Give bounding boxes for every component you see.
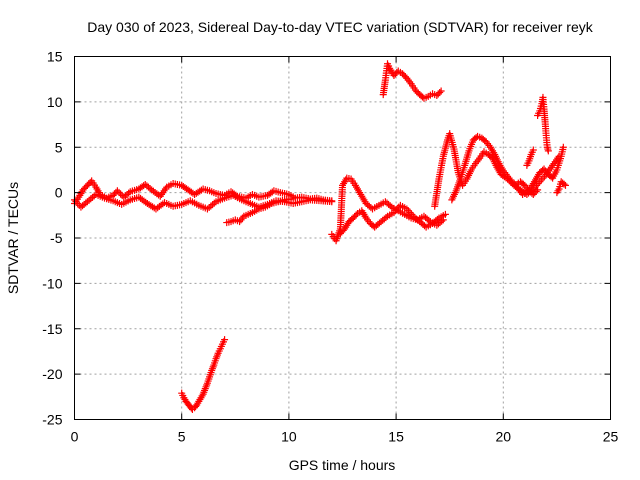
x-tick-label: 10 — [281, 429, 297, 445]
x-tick-label: 0 — [71, 429, 79, 445]
data-point — [221, 336, 229, 344]
axis-ticks: 0 5 10 15 20 25 -25 -20 -15 -10 -5 0 5 10 15 — [42, 49, 618, 445]
data-point — [328, 198, 336, 206]
data-point — [437, 87, 445, 95]
y-tick-label: 0 — [55, 185, 63, 201]
data-point — [544, 147, 552, 155]
x-tick-label: 20 — [496, 429, 512, 445]
data-point — [210, 199, 218, 207]
data-point — [386, 202, 394, 210]
data-point — [532, 187, 540, 195]
data-point — [113, 187, 121, 195]
x-tick-label: 25 — [603, 429, 619, 445]
x-tick-label: 15 — [388, 429, 404, 445]
chart-title: Day 030 of 2023, Sidereal Day-to-day VTE… — [87, 19, 593, 35]
y-tick-label: 5 — [55, 139, 63, 155]
y-tick-label: -25 — [42, 412, 62, 428]
data-point — [436, 88, 444, 96]
data-point — [382, 214, 390, 222]
grid-lines — [74, 56, 611, 420]
data-point — [441, 210, 449, 218]
data-point — [534, 186, 542, 194]
data-point — [539, 174, 547, 182]
y-axis-label: SDTVAR / TECUs — [5, 182, 21, 294]
y-tick-label: 15 — [47, 49, 63, 65]
data-point — [560, 180, 568, 188]
y-tick-label: -5 — [50, 230, 63, 246]
data-point — [559, 143, 567, 151]
x-tick-label: 5 — [178, 429, 186, 445]
y-tick-label: -15 — [42, 321, 62, 337]
x-axis-label: GPS time / hours — [289, 457, 396, 473]
data-point — [115, 188, 123, 196]
data-point — [352, 211, 360, 219]
data-point — [433, 215, 441, 223]
data-point — [529, 146, 537, 154]
data-point — [561, 181, 569, 189]
data-point — [125, 189, 133, 197]
data-point — [287, 195, 295, 203]
y-tick-label: -20 — [42, 366, 62, 382]
data-points — [71, 60, 569, 414]
y-tick-label: -10 — [42, 275, 62, 291]
data-point — [554, 187, 562, 195]
y-tick-label: 10 — [47, 94, 63, 110]
data-point — [117, 190, 125, 198]
